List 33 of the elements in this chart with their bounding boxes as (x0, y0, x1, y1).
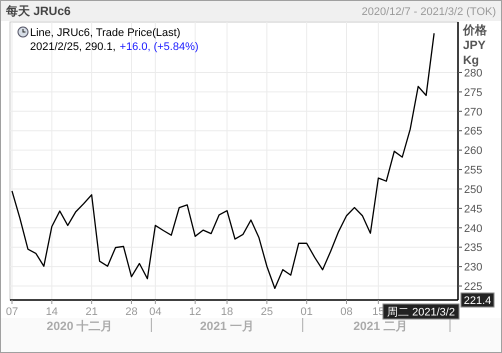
x-tick-label: 08 (340, 306, 353, 318)
y-tick-label: 270 (464, 106, 482, 118)
y-tick-label: 275 (464, 86, 482, 99)
text: 2021 二月 (353, 319, 408, 333)
annotation: +16.0, (+5.84%) (120, 41, 199, 53)
y-tick-label: 240 (464, 222, 482, 235)
x-tick-label: 18 (220, 306, 234, 318)
text: Line, JRUc6, Trade Price(Last) (30, 27, 180, 39)
x-tick-label: 07 (6, 306, 18, 318)
y-tick-label: 280 (464, 67, 482, 80)
y-tick-label: 230 (464, 262, 482, 274)
text: 周二 2021/3/2 (387, 306, 455, 318)
y-tick-label: 245 (464, 203, 482, 216)
text: 2020 十二月 (46, 319, 113, 333)
x-tick-label: 14 (46, 306, 58, 318)
y-axis-title: 价格 JPY Kg (462, 23, 488, 67)
y-tick-label: 255 (464, 164, 482, 177)
y-tick-label: 250 (464, 184, 482, 196)
y-tick-label: 235 (464, 242, 482, 254)
y-tick-label: 225 (464, 281, 482, 294)
x-tick-label: 12 (189, 306, 202, 318)
x-tick-label: 01 (300, 306, 313, 318)
y-tick-label: 221.4 (464, 295, 492, 307)
text: 2021 一月 (200, 319, 254, 333)
y-tick-label: 260 (464, 145, 482, 158)
chart-title: 每天 JRUc6 (5, 4, 72, 18)
x-tick-label: 21 (86, 306, 98, 318)
chart-subtitle: 2020/12/7 - 2021/3/2 (TOK) (362, 6, 496, 18)
x-tick-label: 04 (149, 306, 162, 318)
y-tick-label: 265 (464, 126, 482, 138)
x-tick-label: 25 (260, 306, 273, 318)
annotation: 2021/2/25, 290.1, (30, 41, 116, 53)
x-tick-label: 28 (125, 306, 138, 318)
